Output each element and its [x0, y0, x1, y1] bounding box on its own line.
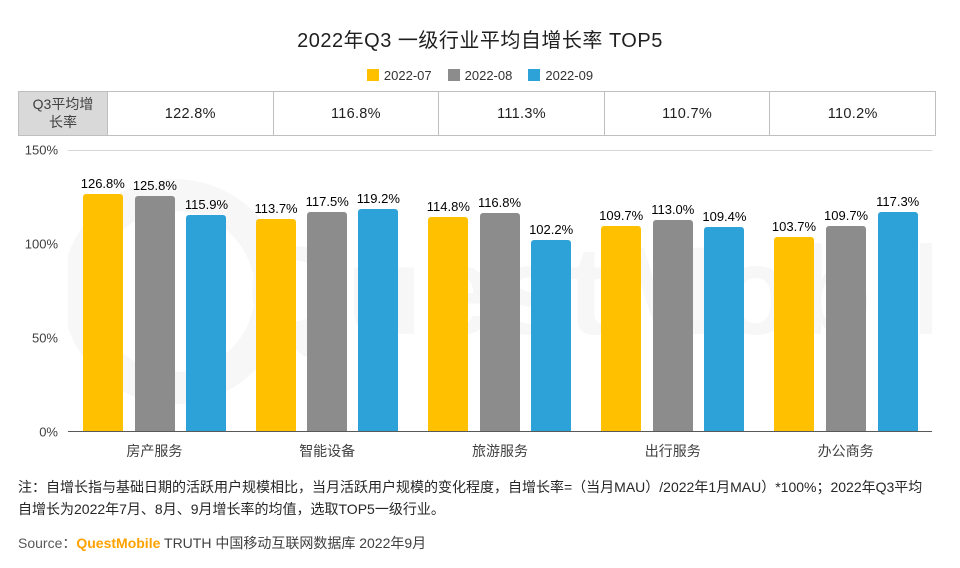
legend-swatch — [528, 69, 541, 81]
legend-item: 2022-09 — [528, 68, 593, 83]
bar-value-label: 117.3% — [876, 194, 920, 210]
bar-column: 126.8% — [81, 151, 125, 431]
source-suffix: TRUTH 中国移动互联网数据库 2022年9月 — [160, 535, 427, 552]
bar-column: 117.5% — [306, 151, 349, 431]
bar-chart: 0%50%100%150% QuestMobile 126.8%125.8%11… — [16, 143, 932, 461]
bar-2022-07 — [601, 226, 642, 431]
q3-average-value: 111.3% — [438, 92, 604, 135]
legend: 2022-07 2022-08 2022-09 — [0, 67, 960, 83]
legend-swatch — [447, 69, 460, 81]
bar-2022-08 — [134, 196, 175, 431]
bar-column: 102.2% — [529, 151, 573, 431]
bar-value-label: 113.0% — [651, 202, 695, 218]
bar-column: 113.0% — [651, 151, 694, 431]
bar-2022-08 — [307, 211, 348, 431]
bar-column: 116.8% — [478, 151, 521, 431]
source-line: Source：QuestMobile TRUTH 中国移动互联网数据库 2022… — [18, 533, 960, 553]
bar-value-label: 116.8% — [477, 194, 522, 210]
q3-average-value: 110.2% — [769, 92, 935, 135]
legend-label: 2022-09 — [545, 67, 594, 83]
bar-group: 109.7% 113.0% 109.4% — [586, 151, 759, 431]
bar-2022-07 — [82, 194, 123, 431]
bar-2022-09 — [531, 240, 572, 431]
bar-value-label: 109.7% — [599, 208, 644, 224]
category-label: 旅游服务 — [471, 443, 528, 459]
bar-value-label: 109.4% — [702, 208, 747, 224]
bar-column: 125.8% — [133, 151, 177, 431]
bar-value-label: 114.8% — [426, 198, 470, 214]
bar-value-label: 126.8% — [80, 176, 125, 192]
y-axis-tick: 0% — [39, 424, 58, 440]
bar-2022-09 — [704, 226, 745, 431]
bar-value-label: 102.2% — [529, 222, 574, 238]
category-label: 出行服务 — [644, 443, 701, 459]
bar-column: 109.4% — [702, 151, 746, 431]
bar-2022-08 — [479, 212, 520, 431]
legend-item: 2022-08 — [447, 67, 513, 83]
q3-average-value: 122.8% — [107, 92, 273, 135]
legend-label: 2022-07 — [383, 67, 432, 83]
category-label: 办公商务 — [817, 443, 874, 459]
footnote: 注：自增长指与基础日期的活跃用户规模相比，当月活跃用户规模的变化程度，自增长率=… — [18, 479, 923, 517]
bar-group: 103.7% 109.7% 117.3% — [759, 151, 932, 431]
bar-column: 115.9% — [185, 151, 228, 431]
bar-2022-08 — [826, 226, 867, 431]
bar-value-label: 103.7% — [771, 219, 817, 235]
q3-average-table: Q3平均增长率 122.8% 116.8% 111.3% 110.7% 110.2% — [18, 91, 936, 136]
bar-group: 126.8% 125.8% 115.9% — [68, 151, 241, 431]
y-axis-tick: 50% — [31, 330, 58, 346]
bar-value-label: 117.5% — [305, 193, 349, 209]
bar-column: 114.8% — [427, 151, 470, 431]
legend-label: 2022-08 — [464, 67, 513, 83]
q3-average-value: 116.8% — [272, 92, 439, 135]
bar-column: 117.3% — [876, 151, 919, 431]
q3-average-value: 110.7% — [603, 92, 770, 135]
bar-2022-09 — [186, 214, 227, 431]
bar-column: 109.7% — [824, 151, 868, 431]
source-brand: QuestMobile — [76, 535, 161, 552]
bar-value-label: 115.9% — [184, 196, 229, 212]
plot-area: 126.8% 125.8% 115.9% 113.7% 117.5% 119.2% 114.… — [68, 150, 932, 432]
bar-column: 103.7% — [772, 151, 816, 431]
category-label: 房产服务 — [126, 443, 183, 459]
bar-group: 113.7% 117.5% 119.2% — [241, 151, 414, 431]
bar-group: 114.8% 116.8% 102.2% — [414, 151, 587, 431]
bar-2022-07 — [773, 237, 814, 431]
plot-wrap: QuestMobile 126.8%125.8%115.9%113.7%117.… — [68, 150, 932, 461]
category-axis: 房产服务 智能设备 旅游服务 出行服务 办公商务 — [68, 441, 932, 461]
bar-column: 119.2% — [357, 151, 400, 431]
bar-2022-08 — [652, 220, 693, 431]
bar-value-label: 125.8% — [132, 178, 177, 194]
y-axis: 0% 50% 100% 150% — [16, 143, 68, 440]
bar-value-label: 113.7% — [254, 200, 298, 216]
y-axis-tick: 100% — [24, 236, 58, 252]
bar-2022-07 — [256, 218, 297, 431]
bar-2022-07 — [428, 216, 469, 431]
chart-title: 2022年Q3 一级行业平均自增长率 TOP5 — [297, 30, 663, 52]
bar-value-label: 119.2% — [356, 190, 400, 206]
category-label: 智能设备 — [299, 443, 356, 459]
source-prefix: Source： — [18, 535, 77, 552]
q3-average-header: Q3平均增长率 — [19, 92, 107, 135]
bar-value-label: 109.7% — [824, 208, 869, 224]
bar-2022-09 — [877, 212, 918, 431]
legend-item: 2022-07 — [366, 67, 432, 83]
legend-swatch — [366, 69, 379, 81]
bar-column: 109.7% — [599, 151, 643, 431]
bar-2022-09 — [358, 208, 399, 431]
bar-column: 113.7% — [254, 151, 298, 431]
y-axis-tick: 150% — [24, 142, 58, 158]
